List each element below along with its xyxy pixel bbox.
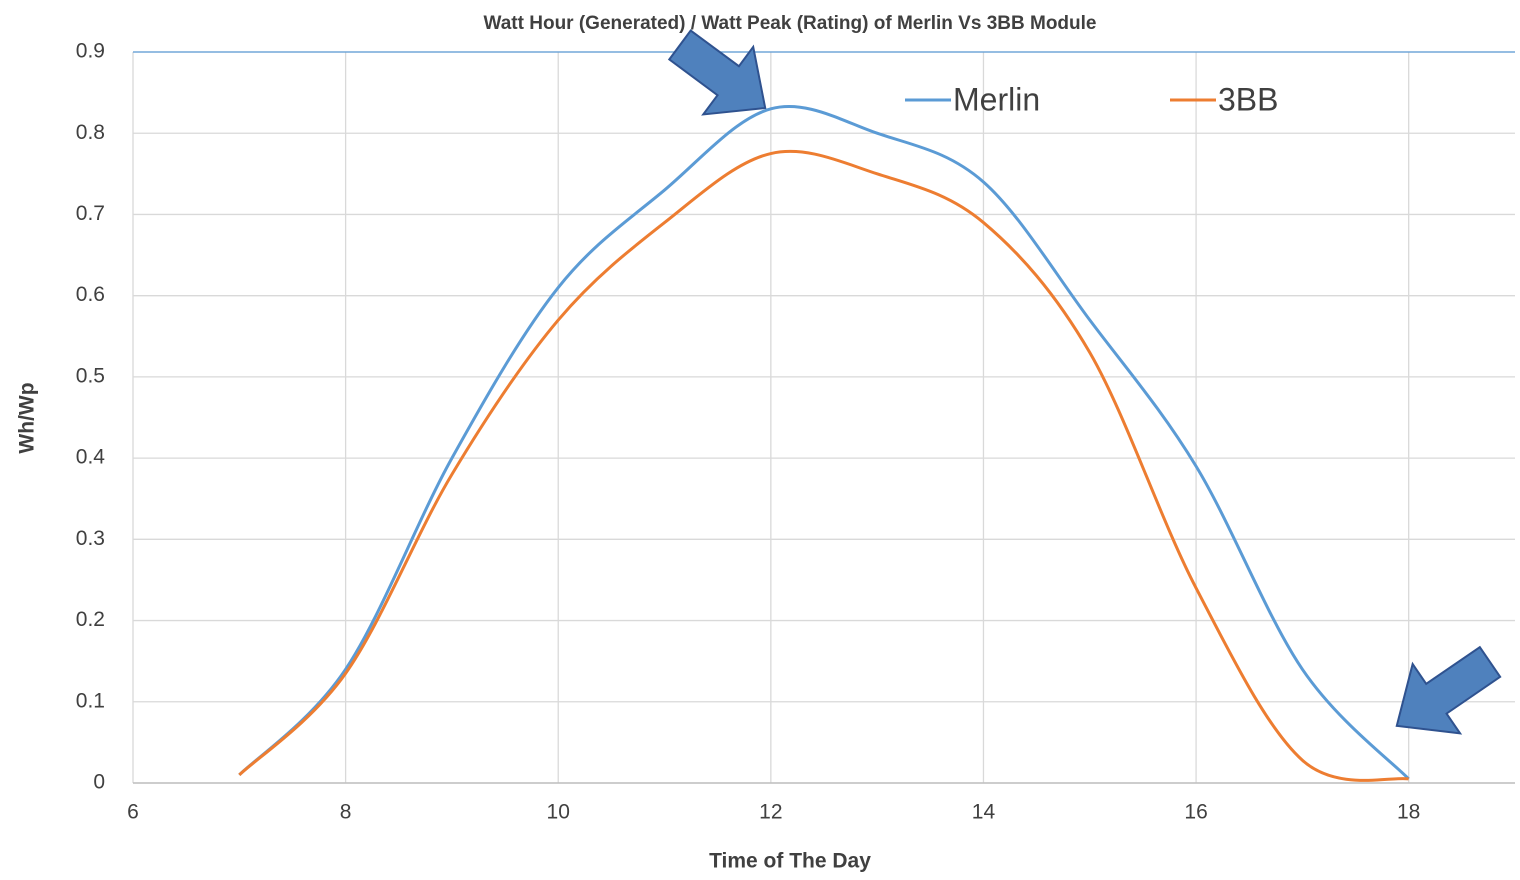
y-axis-label: Wh/Wp	[16, 382, 39, 453]
x-tick-label: 8	[340, 801, 352, 824]
grid	[132, 51, 1515, 784]
line	[238, 149, 1409, 782]
y-tick-label: 0.8	[76, 121, 105, 144]
lines	[238, 105, 1410, 782]
y-tick-label: 0.4	[76, 446, 106, 469]
x-tick-label: 18	[1397, 801, 1420, 824]
x-tick-label: 14	[972, 801, 996, 824]
arrow	[667, 29, 767, 116]
chart-title: Watt Hour (Generated) / Watt Peak (Ratin…	[484, 13, 1097, 34]
y-tick-label: 0.7	[76, 202, 105, 225]
x-tick-label: 10	[547, 801, 570, 824]
legend-label: 3BB	[1218, 81, 1278, 117]
y-tick-label: 0.1	[76, 689, 105, 712]
x-tick-label: 12	[759, 801, 782, 824]
legend-label: Merlin	[953, 81, 1040, 117]
x-tick-label: 6	[127, 801, 139, 824]
y-tick-label: 0.2	[76, 608, 105, 631]
legend: Merlin 3BB	[905, 81, 1278, 117]
y-tick-label: 0.5	[76, 364, 105, 387]
y-tick-label: 0.9	[76, 40, 105, 63]
arrow	[1395, 645, 1502, 735]
x-tick-label: 16	[1184, 801, 1207, 824]
y-tick-label: 0.6	[76, 283, 105, 306]
y-tick-label: 0	[93, 771, 105, 794]
y-tick-label: 0.3	[76, 527, 105, 550]
x-axis-label: Time of The Day	[709, 850, 871, 873]
line	[238, 105, 1410, 780]
